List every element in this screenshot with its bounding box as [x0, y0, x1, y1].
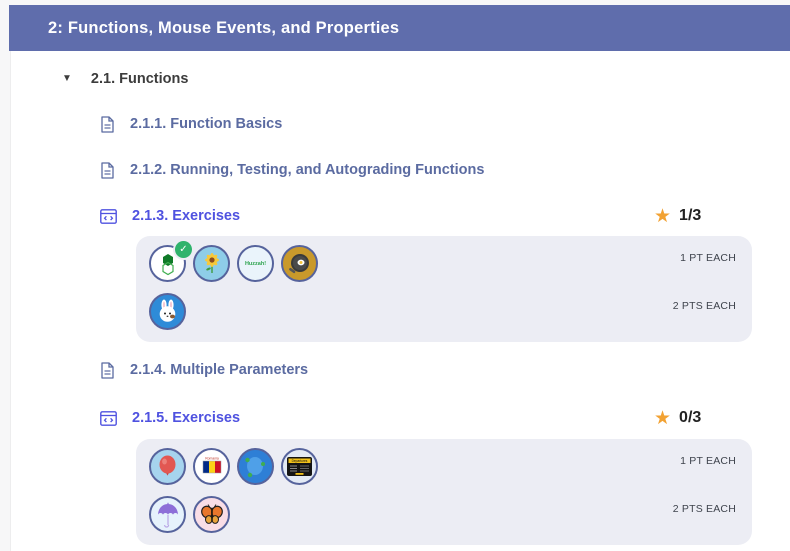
page-link-label[interactable]: 2.1.2. Running, Testing, and Autograding… — [130, 162, 485, 178]
toc-section-2-1[interactable]: ▼ 2.1. Functions — [62, 66, 188, 92]
butterfly-badge[interactable] — [193, 496, 230, 533]
chapter-title: 2: Functions, Mouse Events, and Properti… — [48, 18, 400, 37]
umbrella-badge[interactable] — [149, 496, 186, 533]
huzzah-label: Huzzah! — [244, 260, 267, 267]
score-value: 0/3 — [679, 409, 702, 426]
badge-row-2pts — [149, 496, 237, 533]
departures-board-badge[interactable]: Departures — [281, 448, 318, 485]
section-label[interactable]: 2.1. Functions — [90, 71, 189, 87]
svg-text:Romania: Romania — [205, 457, 219, 461]
score-indicator: ★ 0/3 — [654, 409, 701, 428]
toc-item-2-1-3[interactable]: 2.1.3. Exercises ★ 1/3 — [100, 203, 790, 229]
star-icon: ★ — [654, 205, 672, 227]
page-link-label[interactable]: 2.1.4. Multiple Parameters — [130, 362, 309, 378]
toc-item-2-1-2[interactable]: 2.1.2. Running, Testing, and Autograding… — [100, 157, 484, 183]
badge-row-1pt: Romania Departures — [149, 448, 325, 485]
document-icon — [100, 161, 115, 179]
points-label: 2 PTS EACH — [672, 300, 736, 312]
points-label: 2 PTS EACH — [672, 503, 736, 515]
exercises-icon — [100, 208, 117, 224]
exercise-link-label[interactable]: 2.1.5. Exercises — [132, 410, 241, 426]
star-icon: ★ — [654, 407, 672, 429]
badge-row-1pt: ✓ Huzzah! — [149, 241, 325, 282]
badge-panel-2-1-5: Romania Departures 1 PT EACH 2 PTS EACH — [136, 439, 752, 545]
sunflower-badge[interactable] — [193, 245, 230, 282]
chapter-header: 2: Functions, Mouse Events, and Properti… — [9, 5, 790, 51]
caret-down-icon[interactable]: ▼ — [62, 73, 72, 84]
document-icon — [100, 115, 115, 133]
huzzah-text-badge[interactable]: Huzzah! — [237, 245, 274, 282]
exercise-link-label[interactable]: 2.1.3. Exercises — [132, 208, 241, 224]
exercises-icon — [100, 410, 117, 426]
svg-text:Departures: Departures — [292, 459, 308, 463]
points-label: 1 PT EACH — [680, 252, 736, 264]
toc-item-2-1-1[interactable]: 2.1.1. Function Basics — [100, 111, 282, 137]
score-indicator: ★ 1/3 — [654, 207, 701, 226]
globe-badge[interactable] — [237, 448, 274, 485]
badge-row-2pts — [149, 293, 193, 330]
points-label: 1 PT EACH — [680, 455, 736, 467]
toc-content: ▼ 2.1. Functions 2.1.1. Function Basics … — [10, 51, 790, 551]
bunny-badge[interactable] — [149, 293, 186, 330]
romania-flag-badge[interactable]: Romania — [193, 448, 230, 485]
score-value: 1/3 — [679, 207, 702, 224]
badge-panel-2-1-3: ✓ Huzzah! 1 PT EACH 2 PTS EACH — [136, 236, 752, 342]
egg-pan-badge[interactable] — [281, 245, 318, 282]
toc-item-2-1-5[interactable]: 2.1.5. Exercises ★ 0/3 — [100, 405, 790, 431]
toc-item-2-1-4[interactable]: 2.1.4. Multiple Parameters — [100, 357, 308, 383]
page-link-label[interactable]: 2.1.1. Function Basics — [130, 116, 283, 132]
completed-check-icon: ✓ — [175, 241, 192, 258]
red-balloon-badge[interactable] — [149, 448, 186, 485]
hexagons-badge[interactable]: ✓ — [149, 241, 192, 282]
document-icon — [100, 361, 115, 379]
